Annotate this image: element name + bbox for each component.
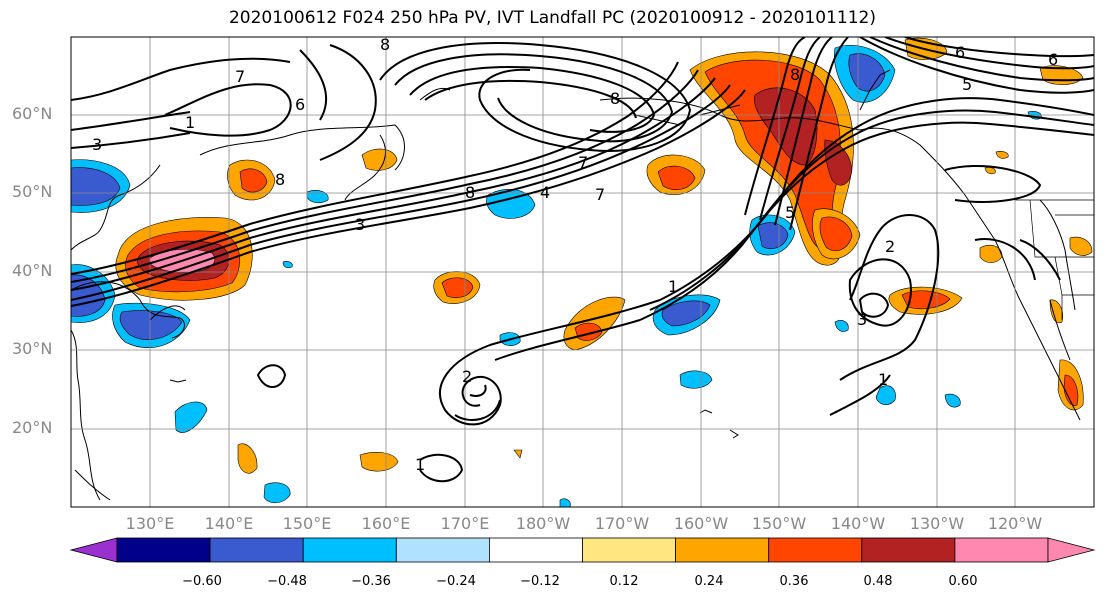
colorbar-tick: −0.24 [436,574,476,589]
lon-label: 140°W [830,514,886,533]
map-title: 2020100612 F024 250 hPa PV, IVT Landfall… [228,8,876,28]
colorbar-tick: 0.24 [694,574,724,589]
anomaly-positive [824,139,853,186]
anomaly-negative [306,190,329,204]
anomaly-negative [282,261,293,269]
anomaly-negative [661,300,711,327]
anomaly-negative [559,498,571,507]
colorbar-extend-high [1047,537,1096,563]
lon-label: 180°W [515,514,571,533]
lon-label: 130°W [909,514,965,533]
lon-label: 150°E [282,514,332,533]
colorbar [69,537,1096,563]
contour-label: 2 [885,237,895,256]
colorbar-tick: 0.12 [609,574,639,589]
colorbar-tick: −0.48 [267,574,307,589]
colorbar-tick: −0.36 [351,574,391,589]
contour-label: 2 [462,367,472,386]
colorbar-segment [675,537,770,563]
lon-label: 170°W [594,514,650,533]
anomaly-negative [263,482,291,504]
colorbar-segment [861,537,956,563]
anomaly-positive [1063,374,1079,406]
anomaly-positive [361,148,398,171]
lon-label: 160°E [361,514,411,533]
anomaly-negative [834,320,849,332]
lat-label-20n: 20°N [12,418,53,437]
contour-label: 8 [275,170,285,189]
anomaly-negative [757,222,789,249]
anomaly-positive [657,165,696,191]
colorbar-tick: 0.60 [948,574,978,589]
lon-label: 140°E [204,514,254,533]
colorbar-segment [209,537,304,563]
lat-label-60n: 60°N [12,104,53,123]
colorbar-tick: −0.60 [182,574,222,589]
pv-contours [71,37,1094,483]
colorbar-segment [954,537,1049,563]
colorbar-segment [768,537,863,563]
gridlines [71,37,1094,507]
contour-label: 7 [235,67,245,86]
contour-label: 8 [610,89,620,108]
contour-labels: 3 1 8 7 6 8 3 8 4 7 7 8 1 2 2 3 1 5 6 8 … [92,35,1058,474]
anomaly-positive [237,443,258,474]
lon-label: 120°W [987,514,1043,533]
anomaly-positive [1049,299,1063,324]
lon-label: 170°E [440,514,490,533]
colorbar-segment [395,537,490,563]
anomaly-positive [1069,236,1093,256]
colorbar-tick: 0.36 [779,574,809,589]
contour-label: 7 [578,153,588,172]
colorbar-extend-low [69,537,118,563]
contour-label: 1 [878,370,888,389]
colorbar-tick: 0.48 [863,574,893,589]
contour-label: 6 [1048,50,1058,69]
contour-label: 1 [668,277,678,296]
contour-label: 5 [785,203,795,222]
contour-label: 3 [92,135,102,154]
anomaly-positive [995,151,1009,159]
contour-label: 8 [380,35,390,54]
anomaly-negative [119,310,183,340]
anomaly-negative [71,167,121,206]
contour-label: 6 [295,95,305,114]
anomaly-negative [875,385,896,405]
contour-label: 3 [355,215,365,234]
map-frame [70,36,1095,508]
anomaly-negative [944,393,961,408]
contour-label: 3 [857,310,867,329]
lon-label: 150°W [751,514,807,533]
lon-label: 160°W [673,514,729,533]
boundaries [1015,199,1094,320]
contour-label: 4 [540,183,550,202]
lon-label: 130°E [125,514,175,533]
contour-label: 6 [955,43,965,62]
map-area: 3 1 8 7 6 8 3 8 4 7 7 8 1 2 2 3 1 5 6 8 … [71,35,1094,507]
anomaly-positive [359,452,399,472]
anomaly-positive [239,168,268,193]
lat-label-50n: 50°N [12,182,53,201]
colorbar-segment [302,537,397,563]
colorbar-segment [488,537,583,563]
contour-label: 8 [465,183,475,202]
contour-label: 7 [595,185,605,204]
anomaly-negative [679,370,713,389]
contour-label: 5 [962,75,972,94]
colorbar-segment [116,537,211,563]
colorbar-segment [582,537,676,563]
colorbar-tick: −0.12 [520,574,560,589]
contour-label: 1 [185,113,195,132]
contour-label: 8 [790,65,800,84]
colorbar-segments [116,537,1049,563]
anomaly-positive [819,216,853,252]
anomaly-positive [901,290,951,310]
lat-label-40n: 40°N [12,261,53,280]
anomaly-negative [174,401,208,433]
anomaly-positive [513,449,523,459]
lat-label-30n: 30°N [12,339,53,358]
contour-label: 1 [415,455,425,474]
